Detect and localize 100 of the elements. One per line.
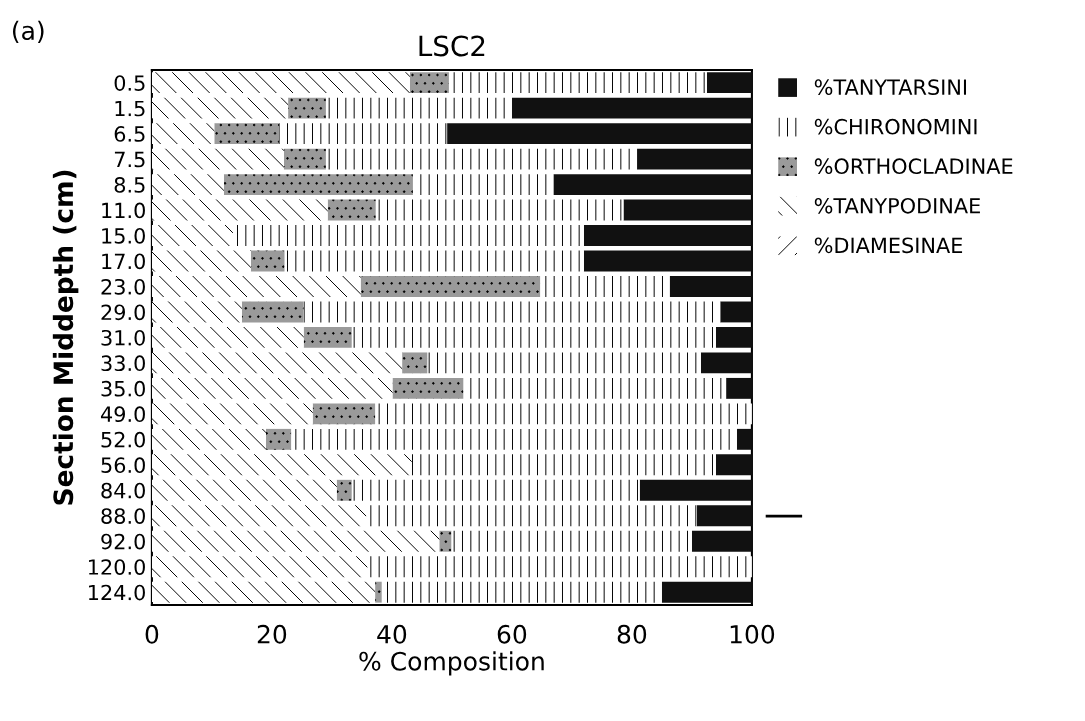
bar [392, 377, 464, 399]
bar [715, 454, 752, 476]
bar [151, 123, 215, 145]
bar [700, 352, 752, 374]
y-tick-label: 84.0 [101, 482, 145, 499]
y-tick-label: 17.0 [102, 253, 145, 270]
y-tick-label: 52.0 [101, 431, 145, 448]
bar [336, 479, 352, 501]
bar [447, 123, 752, 145]
bar [325, 97, 512, 119]
text: (a) [13, 20, 44, 43]
bar [151, 581, 376, 603]
bar [265, 428, 292, 450]
y-tick-label: 8.5 [114, 177, 145, 193]
y-tick-label: 124.0 [88, 584, 145, 601]
bar [402, 352, 428, 374]
bar [696, 505, 752, 527]
bar [284, 250, 584, 272]
bar [706, 72, 752, 94]
y-tick-label: 23.0 [101, 278, 145, 295]
bar [583, 225, 752, 246]
bar [375, 403, 752, 425]
bar [151, 505, 367, 527]
bar [715, 326, 752, 348]
bar [439, 530, 452, 552]
bar [553, 174, 752, 196]
bar [736, 428, 752, 450]
bar [637, 148, 752, 170]
bar [283, 148, 326, 170]
y-tick-label: 88.0 [101, 508, 145, 524]
x-tick-label: 100 [730, 624, 775, 644]
y-tick-label: 35.0 [101, 380, 145, 397]
bar [151, 403, 313, 425]
bar [151, 479, 337, 501]
bar [691, 530, 752, 552]
bar [412, 174, 554, 196]
bar [367, 556, 752, 578]
bar [151, 225, 233, 246]
bar [639, 479, 752, 501]
x-tick-label: 60 [497, 624, 527, 644]
bar [214, 123, 280, 145]
y-tick-label: 7.5 [114, 151, 145, 168]
bar [409, 72, 449, 94]
bar [669, 276, 752, 297]
legend-label: %TANYPODINAE [814, 197, 980, 214]
legend-label: %ORTHOCLADINAE [814, 158, 1013, 175]
x-tick-label: 0 [145, 624, 159, 644]
bar [327, 199, 376, 221]
x-tick-label: 80 [617, 624, 647, 644]
bar [151, 301, 242, 323]
bar [151, 148, 284, 170]
bar [411, 454, 716, 476]
bar [223, 174, 413, 196]
bar [451, 530, 692, 552]
bar [151, 276, 361, 297]
legend-label: %DIAMESINAE [814, 237, 963, 254]
bar [151, 97, 289, 119]
x-axis-title: % Composition [359, 651, 544, 676]
y-tick-label: 6.5 [114, 126, 145, 142]
bar [151, 454, 412, 476]
x-tick-label: 40 [377, 624, 407, 644]
bar [325, 148, 638, 170]
bar [351, 326, 716, 348]
y-tick-label: 31.0 [101, 329, 145, 346]
bar [312, 403, 376, 425]
bar [303, 326, 352, 348]
bar [151, 530, 440, 552]
bar [288, 97, 326, 119]
bar [623, 199, 752, 221]
bar [375, 199, 624, 221]
bar [250, 250, 285, 272]
bar [151, 199, 328, 221]
bar [375, 581, 382, 603]
y-tick-label: 11.0 [102, 202, 145, 219]
bar [151, 556, 368, 578]
x-tick-label: 20 [257, 624, 287, 644]
bar [151, 72, 410, 94]
y-tick-label: 0.5 [114, 75, 145, 91]
bar [661, 581, 752, 603]
y-tick-label: 92.0 [101, 533, 145, 550]
bar [151, 352, 403, 374]
bar [151, 377, 393, 399]
bar [151, 174, 224, 196]
bar [583, 250, 752, 272]
y-tick-label: 29.0 [101, 304, 145, 321]
bar [151, 428, 266, 450]
legend-label: %TANYTARSINI [814, 79, 967, 96]
bar [279, 123, 448, 145]
bar [511, 97, 752, 119]
y-tick-label: 1.5 [115, 100, 145, 117]
bar [720, 301, 752, 323]
bar [360, 276, 541, 297]
bar [241, 301, 304, 323]
y-tick-label: 56.0 [101, 457, 145, 474]
bar [351, 479, 640, 501]
y-tick-label: 33.0 [101, 355, 145, 372]
y-axis-title: Section Middepth (cm) [52, 170, 79, 505]
bar [151, 250, 251, 272]
y-tick-label: 49.0 [100, 406, 145, 423]
bar [427, 352, 701, 374]
